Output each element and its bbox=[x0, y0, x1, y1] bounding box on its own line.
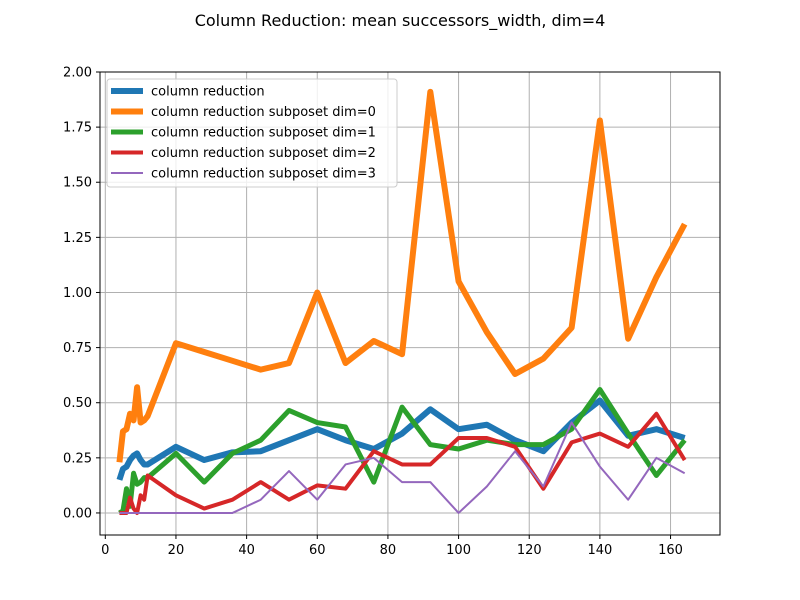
x-tick-label: 0 bbox=[101, 543, 109, 558]
series-line-3 bbox=[119, 411, 687, 515]
y-tick-label: 2.00 bbox=[63, 66, 92, 81]
y-tick-label: 1.00 bbox=[63, 286, 92, 301]
y-tick-label: 0.50 bbox=[63, 396, 92, 411]
x-tick-label: 40 bbox=[238, 543, 255, 558]
legend-box bbox=[106, 78, 398, 188]
legend-label-3: column reduction subposet dim=2 bbox=[151, 146, 376, 161]
axis-ticks: 0 20 40 60 80 100 120 140 160 0.00 0.25 0.50 0.75 1.0… bbox=[63, 66, 683, 559]
x-tick-label: 80 bbox=[380, 543, 397, 558]
y-tick-label: 0.75 bbox=[63, 341, 92, 356]
y-tick-label: 0.00 bbox=[63, 506, 92, 521]
x-tick-label: 120 bbox=[517, 543, 542, 558]
chart-title: Column Reduction: mean successors_width,… bbox=[195, 11, 606, 31]
x-tick-label: 140 bbox=[587, 543, 612, 558]
y-tick-label: 1.25 bbox=[63, 231, 92, 246]
legend: column reduction column reduction subpose… bbox=[106, 78, 398, 188]
x-tick-label: 160 bbox=[658, 543, 683, 558]
x-tick-label: 60 bbox=[309, 543, 326, 558]
y-tick-label: 1.50 bbox=[63, 176, 92, 191]
legend-label-4: column reduction subposet dim=3 bbox=[151, 167, 376, 182]
series-line-4 bbox=[119, 421, 686, 514]
x-tick-label: 20 bbox=[168, 543, 185, 558]
y-tick-label: 1.75 bbox=[63, 121, 92, 136]
legend-label-0: column reduction bbox=[151, 85, 265, 100]
plot-area-frame bbox=[99, 71, 721, 536]
legend-label-2: column reduction subposet dim=1 bbox=[151, 126, 376, 141]
y-tick-label: 0.25 bbox=[63, 451, 92, 466]
series-line-2 bbox=[118, 386, 687, 516]
series-group bbox=[116, 88, 688, 516]
legend-label-1: column reduction subposet dim=0 bbox=[151, 105, 376, 120]
series-line-1 bbox=[116, 88, 688, 463]
x-tick-label: 100 bbox=[446, 543, 471, 558]
